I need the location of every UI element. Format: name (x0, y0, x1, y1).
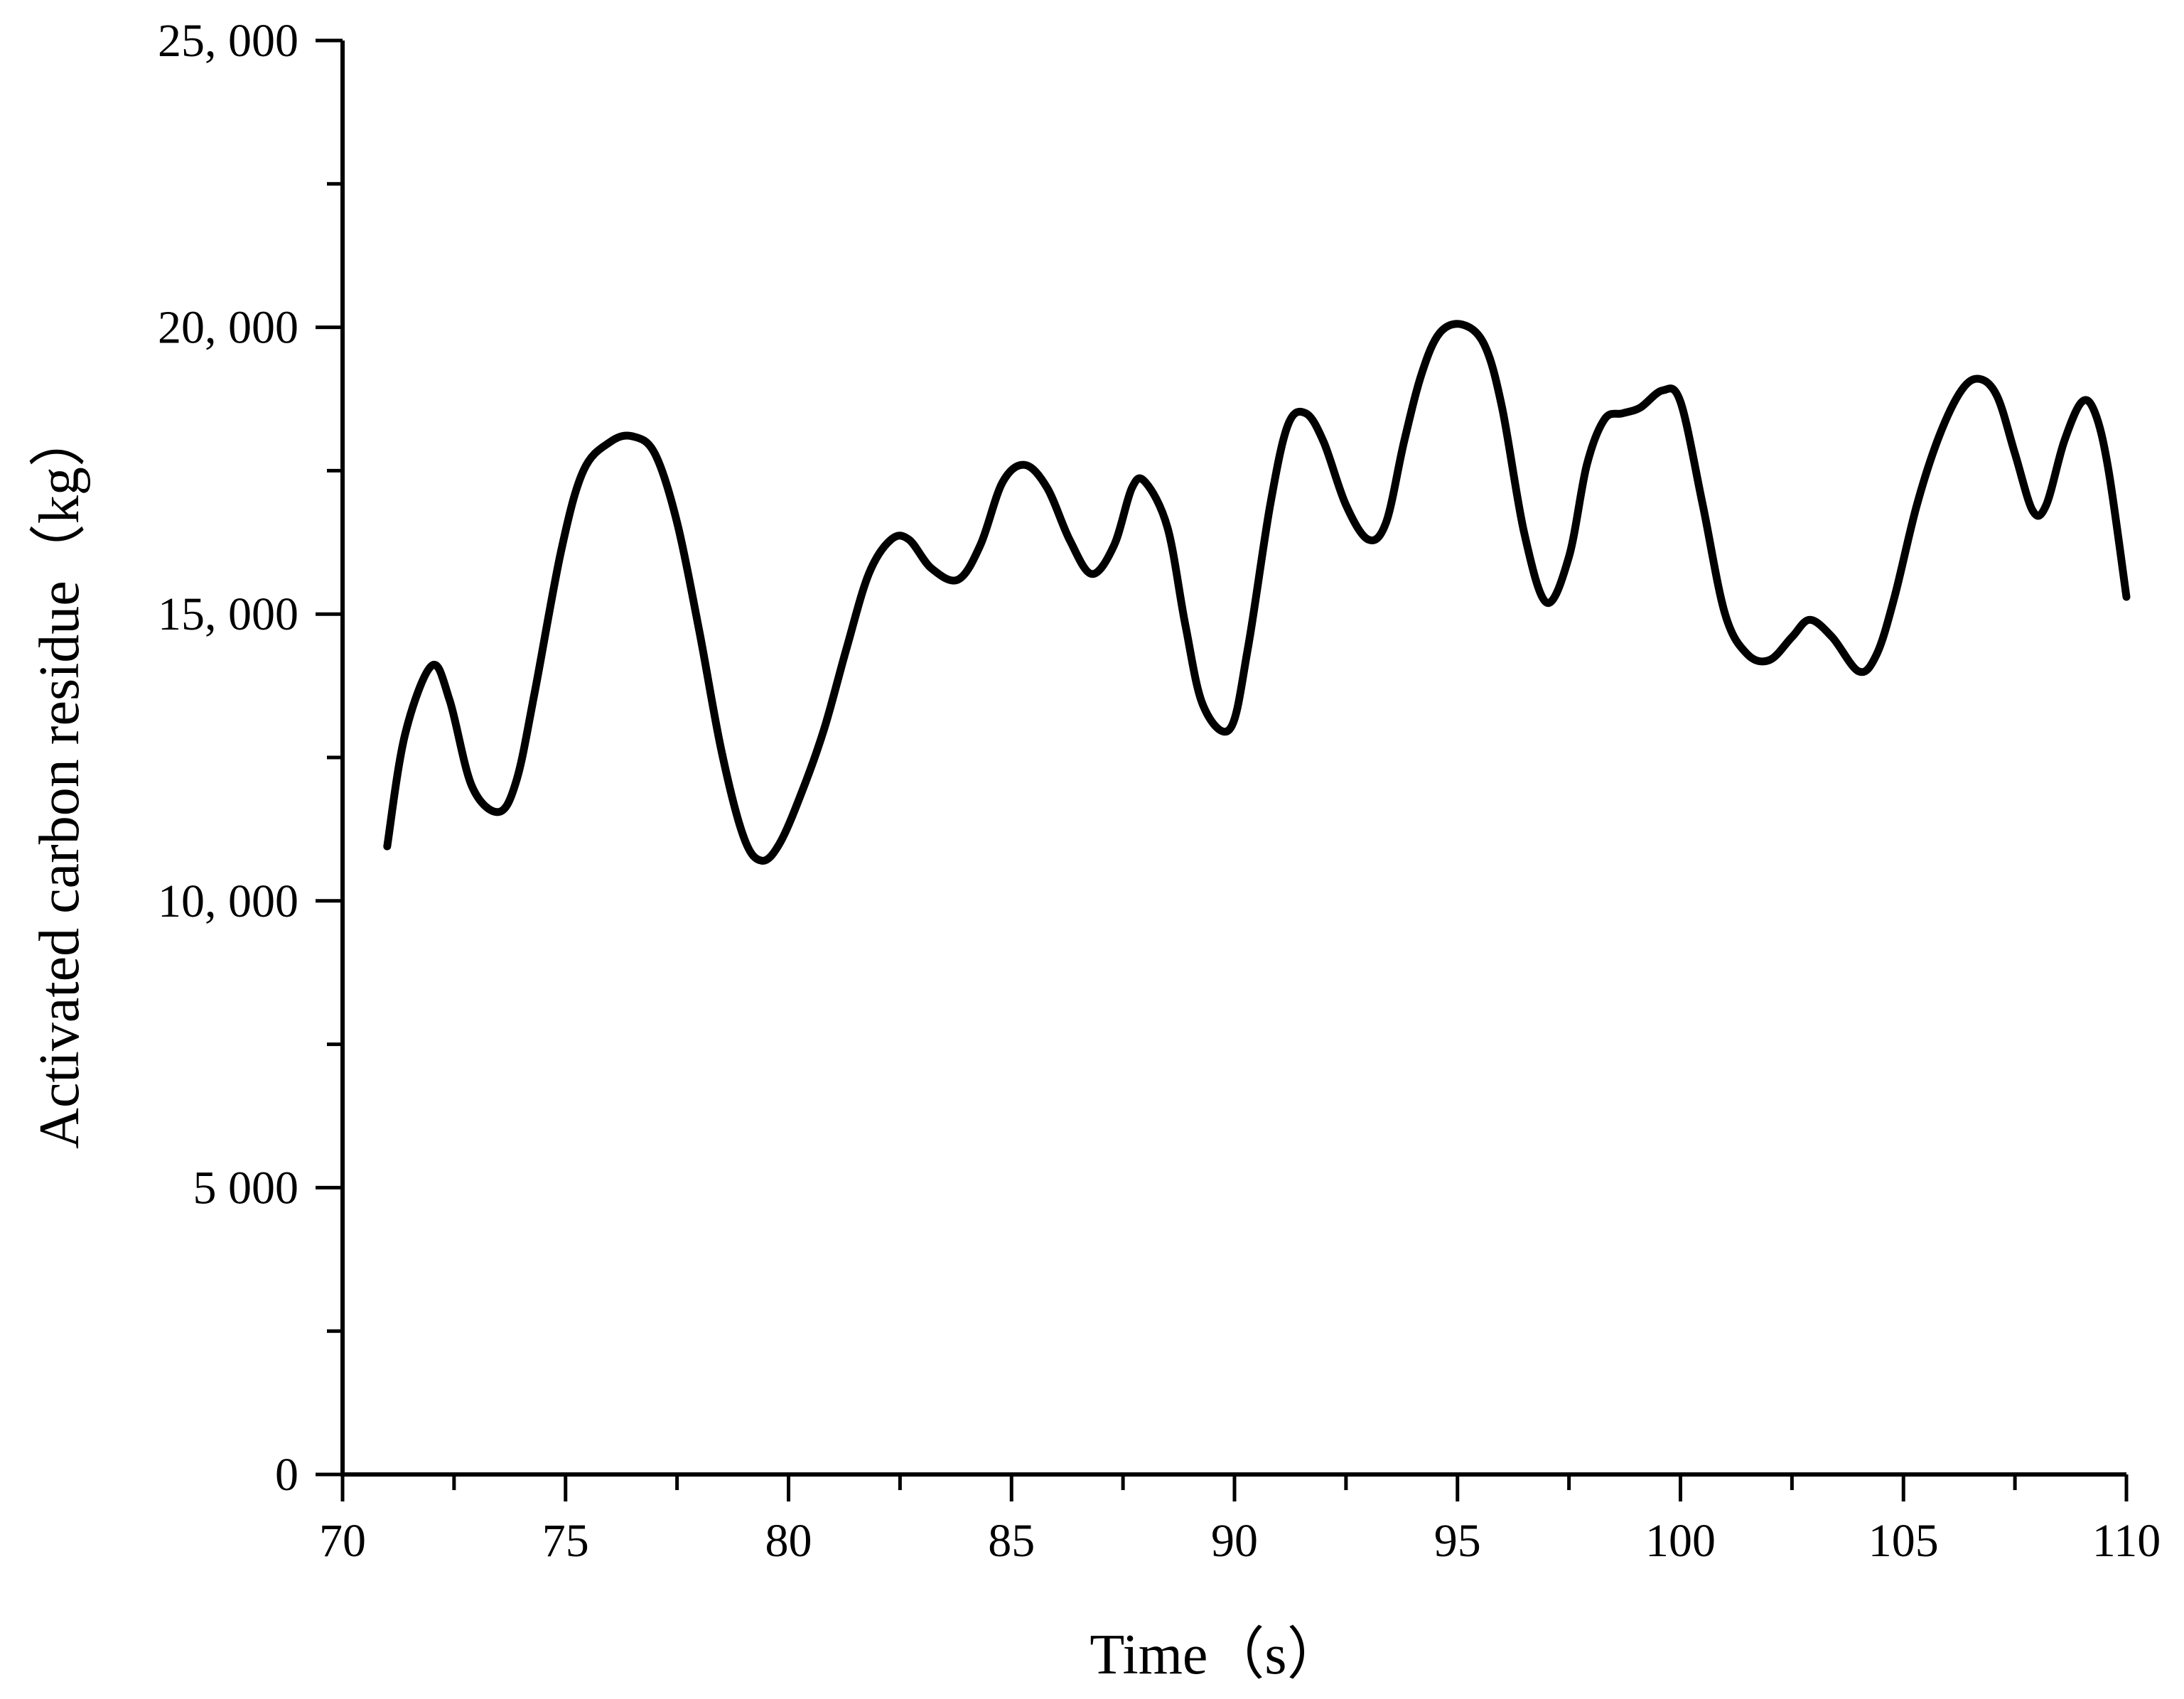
x-tick-label: 100 (1645, 1515, 1716, 1567)
series-line (383, 320, 2131, 865)
y-axis-title: Activated carbon residue（kg） (28, 410, 91, 1149)
x-axis-title: Time（s） (1090, 1624, 1343, 1686)
y-tick-label: 10, 000 (158, 875, 298, 927)
y-tick-label: 25, 000 (158, 15, 298, 67)
x-tick-label: 95 (1434, 1515, 1481, 1567)
x-tick-label: 75 (542, 1515, 589, 1567)
y-tick-label: 20, 000 (158, 302, 298, 354)
x-tick-label: 110 (2092, 1515, 2161, 1567)
y-tick-label: 0 (275, 1449, 298, 1501)
x-tick-label: 70 (319, 1515, 366, 1567)
x-tick-label: 80 (765, 1515, 812, 1567)
tick-marks (316, 38, 2129, 1501)
x-tick-label: 85 (988, 1515, 1035, 1567)
y-tick-label: 15, 000 (158, 588, 298, 640)
x-tick-label: 105 (1868, 1515, 1939, 1567)
tick-labels: 70 75 80 85 90 95 100 105 110 0 5 000 10, 000 15, 00… (158, 15, 2161, 1567)
y-tick-label: 5 000 (193, 1162, 299, 1214)
x-tick-label: 90 (1211, 1515, 1258, 1567)
series-group (383, 320, 2131, 865)
axes (340, 41, 2126, 1477)
